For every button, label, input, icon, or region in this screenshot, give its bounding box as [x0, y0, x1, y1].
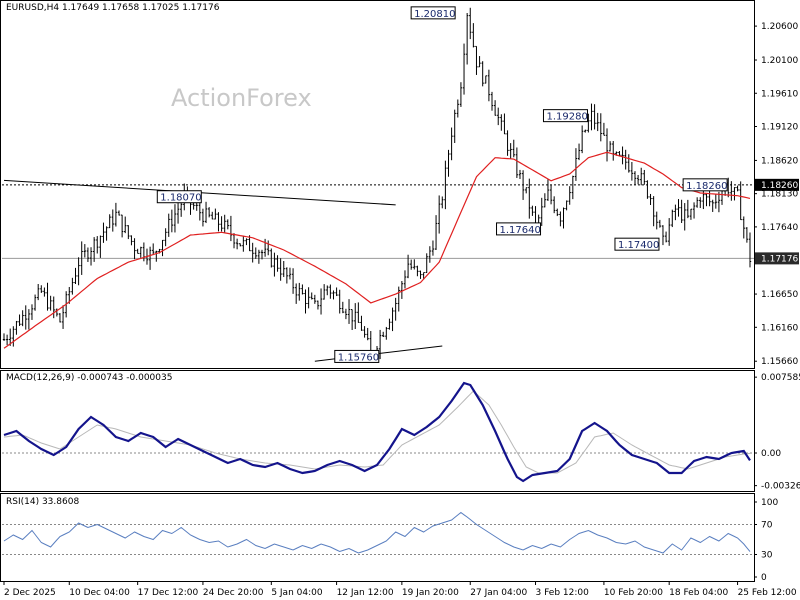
macd-main-line: [3, 381, 751, 483]
rsi-axis-tick-label: 30: [761, 551, 773, 561]
symbol-label: EURUSD,H4 1.17649 1.17658 1.17025 1.1717…: [6, 3, 220, 13]
price-axis-tick-label: 1.16160: [761, 323, 798, 333]
macd-axis-tick-label: -0.003264: [761, 482, 800, 492]
rsi-pane-frame: [0, 493, 755, 582]
date-axis-tick-label: 12 Jan 12:00: [337, 588, 394, 598]
price-axis-tick-label: 1.19120: [761, 122, 798, 132]
macd-label: MACD(12,26,9) -0.000743 -0.000035: [6, 373, 173, 383]
current-price-axis-box: [755, 252, 799, 265]
price-callout-box: [156, 190, 202, 204]
price-callout-label: 1.20810: [414, 9, 455, 20]
price-axis-tick-label: 1.17640: [761, 223, 798, 233]
rsi-label: RSI(14) 33.8608: [6, 497, 80, 507]
date-axis-tick-label: 10 Feb 20:00: [604, 588, 663, 598]
date-axis-tick-label: 27 Jan 04:00: [470, 588, 527, 598]
price-callout-label: 1.18070: [160, 193, 201, 204]
date-axis-tick-label: 24 Dec 20:00: [203, 588, 264, 598]
price-callout-label: 1.15760: [338, 352, 379, 363]
price-axis-tick-label: 1.19610: [761, 89, 798, 99]
date-axis-tick-label: 18 Feb 04:00: [669, 588, 728, 598]
price-callout-box: [614, 237, 660, 251]
price-callout-label: 1.17400: [618, 240, 659, 251]
price-callout-box: [496, 222, 542, 236]
price-callout-box: [542, 109, 588, 123]
price-callout-label: 1.18260: [686, 181, 727, 192]
moving-average-line: [3, 151, 751, 349]
price-callout-label: 1.19280: [546, 112, 587, 123]
date-axis-tick-label: 3 Feb 12:00: [536, 588, 590, 598]
rsi-axis-tick-label: 0: [761, 573, 767, 583]
macd-pane-frame: [0, 370, 755, 492]
macd-axis-tick-label: 0.007585: [761, 373, 800, 383]
price-callout-box: [682, 178, 728, 192]
date-axis-tick-label: 19 Jan 20:00: [402, 588, 459, 598]
macd-axis-tick-label: 0.00: [761, 449, 781, 459]
price-callout-label: 1.17640: [500, 225, 541, 236]
resistance-axis-label: 1.18260: [761, 181, 798, 191]
price-callout-box: [334, 349, 380, 363]
price-axis-tick-label: 1.20600: [761, 22, 798, 32]
rsi-axis-tick-label: 100: [761, 498, 778, 508]
watermark: ActionForex: [171, 84, 312, 112]
price-axis-tick-label: 1.18130: [761, 190, 798, 200]
price-axis-tick-label: 1.20100: [761, 56, 798, 66]
price-axis-tick-label: 1.16650: [761, 290, 798, 300]
resistance-axis-box: [755, 178, 799, 191]
price-pane-frame: [0, 0, 755, 369]
price-axis-tick-label: 1.18620: [761, 156, 798, 166]
date-axis-tick-label: 25 Feb 12:00: [738, 588, 797, 598]
price-callout-box: [410, 6, 456, 20]
rsi-axis-tick-label: 70: [761, 521, 773, 531]
price-axis-tick-label: 1.15660: [761, 357, 798, 367]
date-axis-tick-label: 2 Dec 2025: [4, 588, 56, 598]
current-price-axis-label: 1.17176: [761, 254, 798, 264]
date-axis-tick-label: 10 Dec 04:00: [69, 588, 130, 598]
date-axis-tick-label: 17 Dec 12:00: [138, 588, 199, 598]
rsi-line: [3, 511, 751, 554]
macd-signal-line: [3, 390, 751, 474]
date-axis-tick-label: 5 Jan 04:00: [271, 588, 323, 598]
